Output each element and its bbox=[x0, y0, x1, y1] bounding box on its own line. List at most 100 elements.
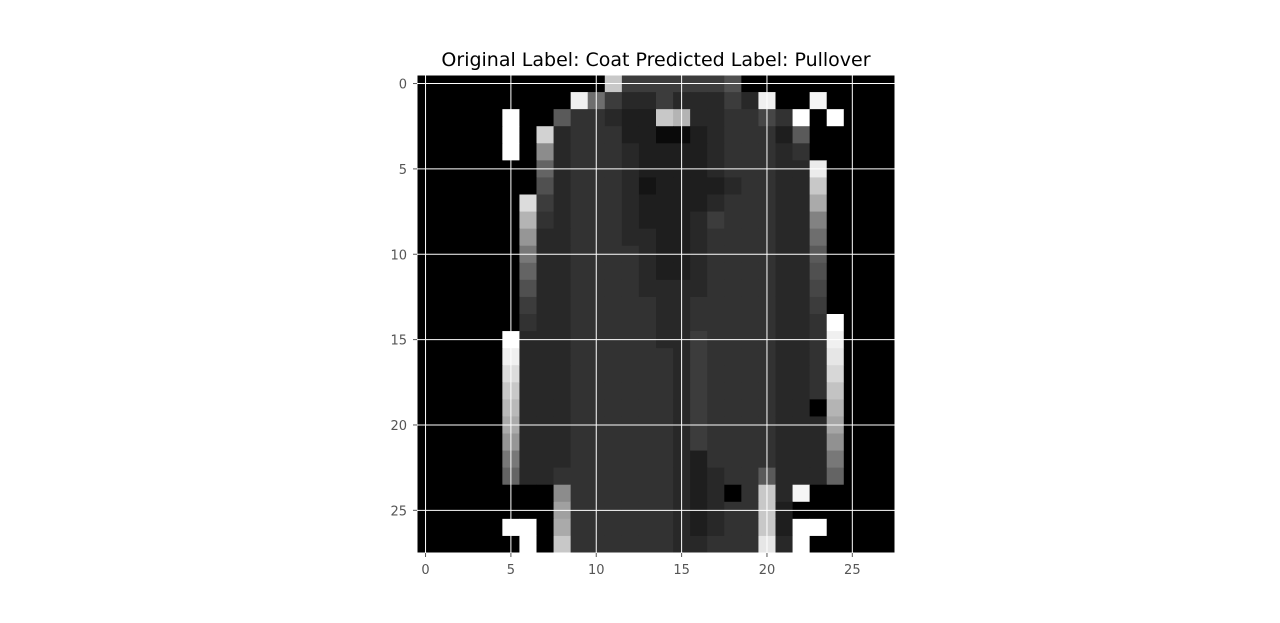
pixel-cell bbox=[621, 484, 640, 503]
pixel-cell bbox=[434, 194, 452, 212]
pixel-cell bbox=[775, 177, 793, 195]
pixel-cell bbox=[724, 211, 742, 230]
pixel-cell bbox=[451, 296, 469, 315]
pixel-cell bbox=[519, 296, 537, 315]
pixel-cell bbox=[792, 382, 811, 400]
pixel-cell bbox=[485, 177, 503, 195]
pixel-cell bbox=[877, 484, 896, 503]
pixel-cell bbox=[724, 228, 742, 247]
pixel-cell bbox=[434, 143, 452, 161]
pixel-cell bbox=[553, 399, 572, 417]
pixel-cell bbox=[656, 433, 674, 451]
pixel-cell bbox=[656, 484, 674, 503]
pixel-cell bbox=[434, 518, 452, 537]
pixel-cell bbox=[570, 535, 589, 554]
pixel-cell bbox=[809, 348, 828, 366]
pixel-cell bbox=[741, 262, 759, 281]
pixel-cell bbox=[775, 314, 793, 332]
pixel-cell bbox=[724, 194, 742, 212]
pixel-cell bbox=[519, 228, 537, 247]
pixel-cell bbox=[485, 109, 503, 127]
pixel-cell bbox=[826, 365, 845, 383]
pixel-cell bbox=[792, 211, 811, 230]
pixel-cell bbox=[621, 211, 640, 230]
pixel-cell bbox=[690, 382, 708, 400]
pixel-cell bbox=[434, 348, 452, 366]
pixel-cell bbox=[621, 177, 640, 195]
pixel-cell bbox=[451, 450, 469, 469]
pixel-cell bbox=[826, 228, 845, 247]
pixel-cell bbox=[826, 296, 845, 315]
pixel-cell bbox=[741, 314, 759, 332]
pixel-cell bbox=[707, 194, 725, 212]
pixel-cell bbox=[690, 314, 708, 332]
gridlines bbox=[417, 75, 895, 553]
pixel-cell bbox=[809, 126, 828, 144]
pixel-cell bbox=[656, 211, 674, 230]
pixel-cell bbox=[809, 211, 828, 230]
pixel-cell bbox=[775, 262, 793, 281]
pixel-cell bbox=[860, 535, 879, 554]
pixel-cell bbox=[434, 535, 452, 554]
pixel-cell bbox=[604, 211, 623, 230]
pixel-cell bbox=[860, 467, 879, 486]
pixel-cell bbox=[451, 92, 469, 110]
pixel-cell bbox=[570, 467, 589, 486]
pixel-cell bbox=[553, 194, 572, 212]
pixel-cell bbox=[656, 296, 674, 315]
pixel-cell bbox=[638, 518, 657, 537]
pixel-cell bbox=[638, 314, 657, 332]
pixel-cell bbox=[826, 399, 845, 417]
pixel-cell bbox=[451, 228, 469, 247]
pixel-cell bbox=[434, 279, 452, 298]
pixel-cell bbox=[434, 467, 452, 486]
pixel-cell bbox=[519, 433, 537, 451]
pixel-cell bbox=[656, 228, 674, 247]
pixel-cell bbox=[451, 143, 469, 161]
pixel-cell bbox=[741, 296, 759, 315]
pixel-cell bbox=[485, 484, 503, 503]
pixel-cell bbox=[860, 262, 879, 281]
pixel-cell bbox=[519, 143, 537, 161]
pixel-cell bbox=[621, 382, 640, 400]
pixel-cell bbox=[775, 450, 793, 469]
pixel-cell bbox=[707, 399, 725, 417]
pixel-cell bbox=[451, 279, 469, 298]
pixel-cell bbox=[809, 296, 828, 315]
pixel-cell bbox=[519, 382, 537, 400]
pixel-cell bbox=[451, 211, 469, 230]
pixel-cell bbox=[638, 535, 657, 554]
pixel-cell bbox=[553, 228, 572, 247]
pixel-cell bbox=[570, 177, 589, 195]
pixel-cell bbox=[792, 399, 811, 417]
pixel-cell bbox=[690, 365, 708, 383]
pixel-cell bbox=[468, 177, 486, 195]
x-tick-label: 15 bbox=[673, 563, 690, 578]
pixel-cell bbox=[656, 109, 674, 127]
pixel-cell bbox=[690, 262, 708, 281]
pixel-cell bbox=[451, 467, 469, 486]
pixel-cell bbox=[877, 399, 896, 417]
x-tick-label: 0 bbox=[421, 563, 429, 578]
pixel-cell bbox=[485, 194, 503, 212]
pixel-cell bbox=[553, 177, 572, 195]
pixel-cell bbox=[434, 399, 452, 417]
pixel-cell bbox=[638, 365, 657, 383]
pixel-cell bbox=[451, 177, 469, 195]
pixel-cell bbox=[468, 92, 486, 110]
pixel-cell bbox=[570, 348, 589, 366]
pixel-cell bbox=[434, 450, 452, 469]
pixel-cell bbox=[860, 484, 879, 503]
pixel-cell bbox=[468, 399, 486, 417]
y-tick-label: 15 bbox=[390, 334, 407, 349]
pixel-cell bbox=[809, 143, 828, 161]
pixel-cell bbox=[656, 348, 674, 366]
pixel-cell bbox=[621, 433, 640, 451]
pixel-cell bbox=[553, 518, 572, 537]
pixel-cell bbox=[570, 382, 589, 400]
pixel-cell bbox=[553, 433, 572, 451]
pixel-cell bbox=[741, 450, 759, 469]
pixel-cell bbox=[877, 177, 896, 195]
pixel-cell bbox=[434, 296, 452, 315]
pixel-cell bbox=[485, 143, 503, 161]
